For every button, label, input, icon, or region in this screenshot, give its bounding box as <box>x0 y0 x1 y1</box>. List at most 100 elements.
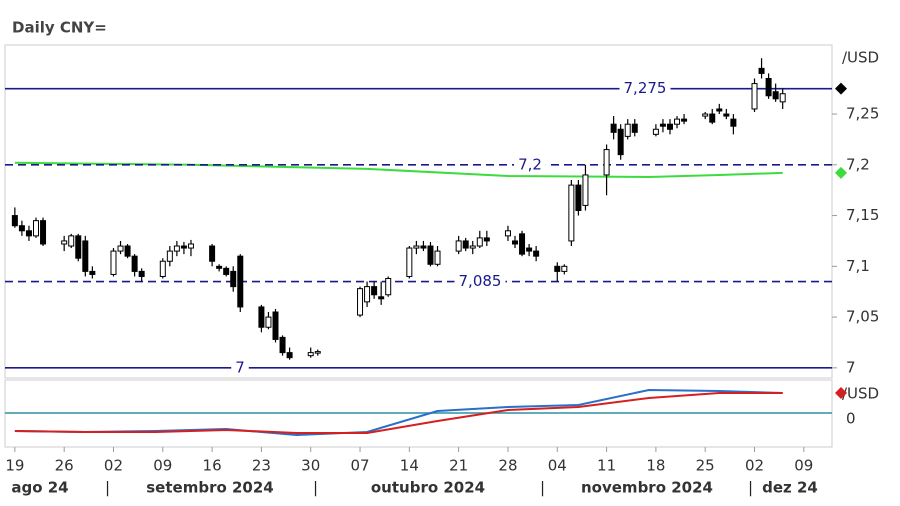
candle-body <box>82 240 89 272</box>
y-tick-label: 7,25 <box>846 105 879 123</box>
period-label: outubro 2024 <box>371 479 485 497</box>
candle-body <box>659 123 666 127</box>
candle-body <box>286 352 293 359</box>
indicator-unit: /USD <box>842 385 879 403</box>
candle-body <box>187 243 194 249</box>
candle-body <box>617 128 624 156</box>
candle-body <box>434 250 441 265</box>
candle-body <box>68 235 75 247</box>
main-panel <box>4 44 833 379</box>
y-tick-label: 7,15 <box>846 206 879 224</box>
candle-body <box>216 265 223 269</box>
candle-body <box>758 67 765 74</box>
candle-body <box>385 278 392 296</box>
y-tick-label: 0 <box>846 410 856 428</box>
candle-body <box>533 250 540 257</box>
candle-body <box>624 123 631 137</box>
y-tick-label: 7,1 <box>846 257 870 275</box>
candle-body <box>117 245 124 252</box>
period-label: setembro 2024 <box>146 479 274 497</box>
candle-body <box>420 245 427 249</box>
candle-body <box>223 267 230 275</box>
separator: | <box>540 479 545 497</box>
indicator-line <box>14 392 783 434</box>
candle-body <box>554 265 561 272</box>
candle-body <box>272 311 279 340</box>
x-tick-label: 28 <box>498 457 517 475</box>
candle-body <box>751 83 758 110</box>
candle-body <box>631 123 638 133</box>
candle-body <box>765 78 772 97</box>
level-label-bg <box>619 79 671 98</box>
y-tick-label: 7 <box>846 358 856 376</box>
candle-body <box>173 245 180 252</box>
candle-body <box>32 220 39 237</box>
candle-body <box>131 255 138 272</box>
candle-body <box>180 245 187 249</box>
candle-body <box>230 270 237 288</box>
x-tick-label: 02 <box>104 457 123 475</box>
candle-body <box>265 316 272 328</box>
candle-body <box>61 240 68 245</box>
x-tick-label: 11 <box>597 457 616 475</box>
candle-body <box>314 351 321 354</box>
candle-body <box>526 247 533 252</box>
candle-body <box>674 118 681 125</box>
candle-body <box>357 288 364 316</box>
level-label-bg <box>454 272 506 291</box>
candle-body <box>371 286 378 296</box>
x-tick-label: 26 <box>55 457 74 475</box>
y-tick-label: 7,2 <box>846 155 870 173</box>
x-tick-label: 07 <box>350 457 369 475</box>
candle-body <box>709 113 716 123</box>
separator: | <box>313 479 318 497</box>
candle-body <box>716 108 723 112</box>
candle-body <box>258 306 265 328</box>
candle-body <box>723 113 730 117</box>
x-tick-label: 14 <box>400 457 419 475</box>
candle-body <box>575 184 582 211</box>
level-label-bg <box>514 155 546 174</box>
candle-body <box>610 123 617 133</box>
candle-body <box>110 250 117 275</box>
x-tick-label: 16 <box>203 457 222 475</box>
candle-body <box>772 91 779 100</box>
candle-body <box>378 296 385 300</box>
level-label: 7,085 <box>459 272 502 290</box>
y-tick-label: 7,05 <box>846 308 879 326</box>
candle-body <box>307 352 314 357</box>
x-tick-label: 09 <box>794 457 813 475</box>
period-label: ago 24 <box>11 479 68 497</box>
candle-body <box>40 220 47 245</box>
x-tick-label: 09 <box>153 457 172 475</box>
level-label: 7,275 <box>624 79 667 97</box>
x-tick-label: 23 <box>252 457 271 475</box>
level-label: 7,2 <box>518 155 542 173</box>
candle-body <box>476 237 483 247</box>
x-tick-label: 18 <box>646 457 665 475</box>
x-tick-label: 21 <box>449 457 468 475</box>
candle-body <box>462 240 469 249</box>
candle-body <box>568 184 575 242</box>
candle-body <box>483 237 490 242</box>
candle-body <box>138 270 145 277</box>
level-label: 7 <box>235 358 245 376</box>
candle-body <box>512 240 519 245</box>
candle-body <box>25 230 32 237</box>
x-tick-label: 25 <box>696 457 715 475</box>
period-label: dez 24 <box>762 479 818 497</box>
candle-body <box>18 225 25 232</box>
x-tick-label: 02 <box>745 457 764 475</box>
candle-body <box>666 123 673 130</box>
y-unit: /USD <box>842 49 879 67</box>
candle-body <box>364 286 371 303</box>
candle-body <box>469 245 476 249</box>
candle-body <box>730 118 737 127</box>
candle-body <box>75 235 82 259</box>
candle-body <box>779 93 786 103</box>
period-label: novembro 2024 <box>581 479 713 497</box>
indicator-marker <box>835 387 847 399</box>
candle-body <box>519 233 526 255</box>
candle-body <box>279 336 286 354</box>
